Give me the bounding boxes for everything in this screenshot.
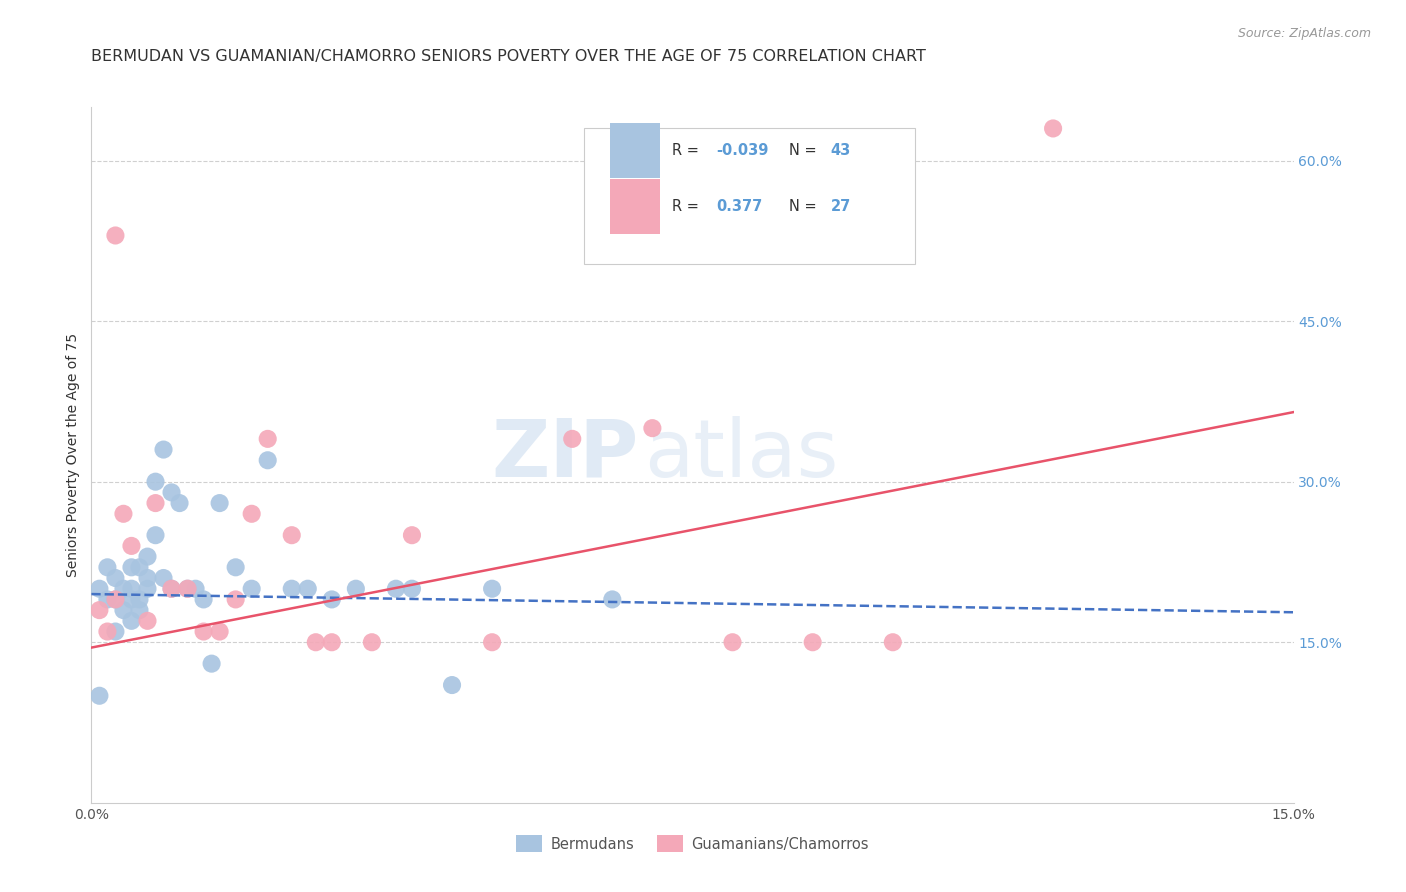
Point [208, 496, 231, 510]
Point [440, 678, 463, 692]
Point [561, 432, 583, 446]
Y-axis label: Seniors Poverty Over the Age of 75: Seniors Poverty Over the Age of 75 [66, 333, 80, 577]
Text: N =: N = [789, 143, 821, 158]
Point [136, 571, 159, 585]
Point [96, 624, 118, 639]
Point [104, 228, 127, 243]
Point [96, 560, 118, 574]
Point [321, 592, 343, 607]
Point [145, 475, 167, 489]
Text: N =: N = [789, 199, 821, 214]
Point [360, 635, 382, 649]
FancyBboxPatch shape [610, 123, 659, 178]
Point [641, 421, 664, 435]
Point [112, 582, 135, 596]
Point [401, 582, 423, 596]
Point [721, 635, 744, 649]
Point [121, 560, 143, 574]
Point [89, 689, 111, 703]
Point [104, 571, 127, 585]
Point [256, 453, 278, 467]
Point [136, 582, 159, 596]
Point [136, 549, 159, 564]
Point [145, 528, 167, 542]
Point [152, 442, 174, 457]
Point [169, 496, 191, 510]
Text: R =: R = [672, 143, 703, 158]
Text: ZIP: ZIP [491, 416, 638, 494]
Point [112, 507, 135, 521]
Point [201, 657, 224, 671]
Point [121, 582, 143, 596]
Point [193, 592, 215, 607]
Point [225, 592, 247, 607]
Text: R =: R = [672, 199, 709, 214]
Point [121, 614, 143, 628]
Point [602, 592, 624, 607]
Point [184, 582, 207, 596]
Point [1042, 121, 1064, 136]
Legend: Bermudans, Guamanians/Chamorros: Bermudans, Guamanians/Chamorros [510, 830, 875, 858]
Point [882, 635, 904, 649]
Point [344, 582, 367, 596]
Point [305, 635, 328, 649]
Point [281, 582, 304, 596]
Text: 43: 43 [831, 143, 851, 158]
Point [176, 582, 198, 596]
Text: BERMUDAN VS GUAMANIAN/CHAMORRO SENIORS POVERTY OVER THE AGE OF 75 CORRELATION CH: BERMUDAN VS GUAMANIAN/CHAMORRO SENIORS P… [91, 49, 927, 64]
Point [104, 592, 127, 607]
Point [385, 582, 408, 596]
Point [281, 528, 304, 542]
Text: Source: ZipAtlas.com: Source: ZipAtlas.com [1237, 27, 1371, 40]
Point [89, 582, 111, 596]
Point [160, 582, 183, 596]
Point [176, 582, 198, 596]
FancyBboxPatch shape [610, 178, 659, 234]
Point [321, 635, 343, 649]
Text: -0.039: -0.039 [717, 143, 769, 158]
Point [160, 582, 183, 596]
Point [136, 614, 159, 628]
Point [481, 635, 503, 649]
Text: 27: 27 [831, 199, 851, 214]
Point [160, 485, 183, 500]
Point [104, 592, 127, 607]
Point [128, 603, 150, 617]
Text: 0.377: 0.377 [717, 199, 762, 214]
Point [208, 624, 231, 639]
Point [112, 603, 135, 617]
Point [297, 582, 319, 596]
Point [801, 635, 824, 649]
Point [96, 592, 118, 607]
Point [152, 571, 174, 585]
Point [128, 560, 150, 574]
Point [256, 432, 278, 446]
Point [121, 539, 143, 553]
Point [225, 560, 247, 574]
Point [104, 624, 127, 639]
Point [89, 603, 111, 617]
Point [121, 592, 143, 607]
Point [240, 582, 263, 596]
Point [128, 592, 150, 607]
FancyBboxPatch shape [585, 128, 915, 264]
Point [240, 507, 263, 521]
Point [145, 496, 167, 510]
Point [481, 582, 503, 596]
Point [401, 528, 423, 542]
Point [193, 624, 215, 639]
Text: atlas: atlas [644, 416, 839, 494]
